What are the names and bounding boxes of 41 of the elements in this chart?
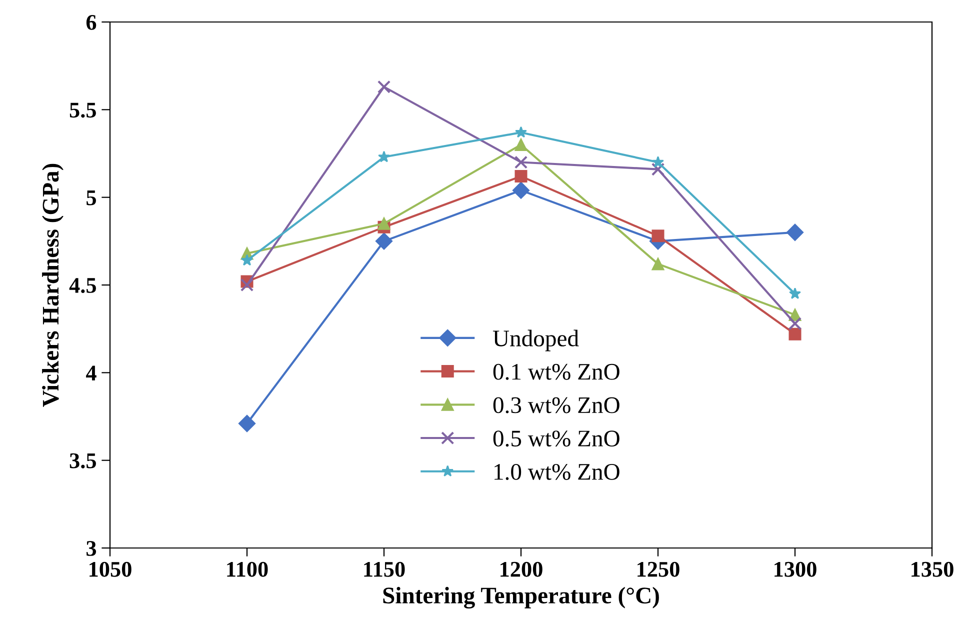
y-tick-label: 5 [86,190,96,206]
point [514,138,528,151]
x-tick-label: 1100 [227,562,268,577]
point [652,258,664,270]
point [514,156,528,169]
y-tick-label: 3 [86,540,96,556]
point [789,288,801,299]
y-tick-label: 5.5 [70,102,96,118]
x-tick-label: 1200 [500,562,542,577]
x-tick-label: 1050 [90,562,132,577]
point [375,232,393,250]
legend-label: 1.0 wt% ZnO [494,464,620,480]
point [512,182,530,199]
point [651,162,665,176]
x-tick-label: 1150 [364,562,405,577]
y-axis-title: Vickers Hardness (GPa) [42,164,64,407]
point [788,328,802,340]
point [514,170,528,183]
x-tick-label: 1300 [774,562,816,577]
legend-label: 0.3 wt% ZnO [493,397,620,414]
x-axis-title: Sintering Temperature (°C) [383,586,659,608]
legend-label: Undoped [492,330,579,352]
x-tick-label: 1350 [912,562,954,577]
legend-label: 0.1 wt% ZnO [493,364,620,380]
y-tick-label: 4 [86,366,96,380]
point [378,150,390,162]
point [652,230,664,242]
point [238,414,256,432]
legend-label: 0.5 wt% ZnO [493,430,620,447]
y-tick-label: 6 [86,14,96,30]
point [378,217,390,230]
y-tick-label: 4.5 [69,278,96,294]
y-tick-label: 3.5 [70,453,96,468]
point [377,80,391,94]
point [240,278,254,292]
point [788,316,802,330]
x-tick-label: 1250 [638,562,680,577]
point [786,224,804,241]
point [652,156,664,168]
point [515,126,527,138]
point [241,254,253,266]
